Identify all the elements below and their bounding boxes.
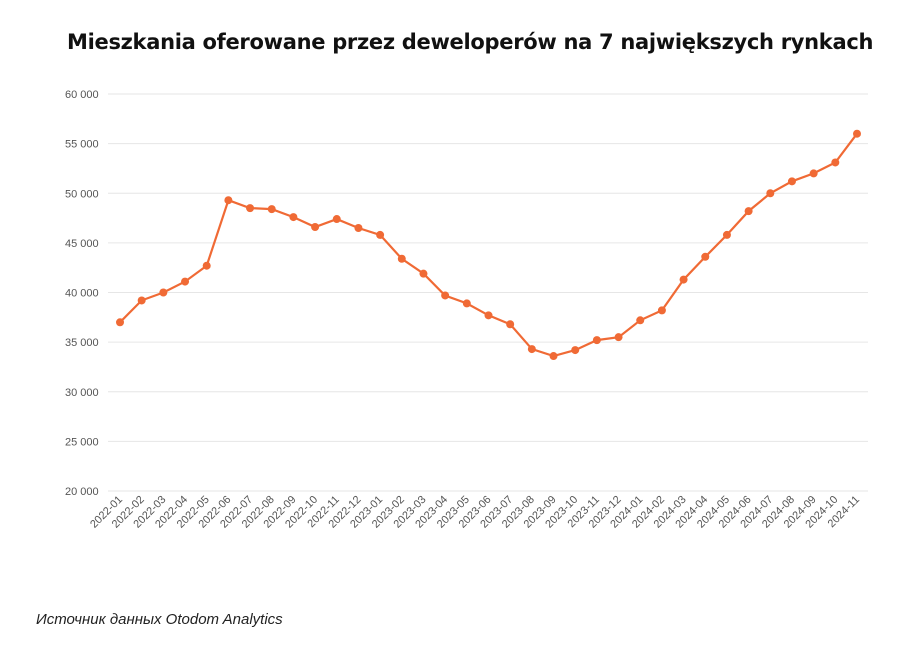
data-point <box>376 230 385 239</box>
data-point <box>527 345 536 354</box>
data-point <box>506 320 515 329</box>
series-layer <box>116 129 861 361</box>
data-point <box>484 311 493 320</box>
data-point <box>354 223 363 232</box>
data-point <box>549 352 558 361</box>
data-point <box>853 129 861 138</box>
data-point <box>332 215 341 224</box>
data-point <box>636 316 645 325</box>
y-tick-label: 55 000 <box>65 139 99 151</box>
data-point <box>614 333 623 342</box>
y-tick-label: 35 000 <box>65 337 99 349</box>
data-point <box>267 205 276 214</box>
data-point <box>592 336 601 345</box>
y-tick-label: 45 000 <box>65 238 99 250</box>
data-point <box>289 213 298 222</box>
data-point <box>787 177 796 186</box>
x-axis-ticks: 2022-012022-022022-032022-042022-052022-… <box>88 494 862 531</box>
chart-title: Mieszkania oferowane przez deweloperów n… <box>67 30 874 54</box>
data-point <box>311 222 320 231</box>
y-axis-ticks: 60 000 55 000 50 000 45 000 40 000 35 000 30 0… <box>65 89 99 498</box>
y-tick-label: 20 000 <box>65 486 99 498</box>
y-tick-label: 40 000 <box>65 288 99 300</box>
data-point <box>571 346 580 355</box>
data-point <box>116 318 124 327</box>
y-tick-label: 60 000 <box>65 89 99 101</box>
line-chart: 60 000 55 000 50 000 45 000 40 000 35 000 30 0… <box>65 89 868 531</box>
data-point <box>137 296 146 305</box>
data-point <box>397 254 406 263</box>
data-point <box>246 204 255 213</box>
data-point <box>809 169 818 178</box>
data-point <box>462 299 471 308</box>
gridlines <box>108 93 868 492</box>
data-point <box>701 252 710 261</box>
data-point <box>744 207 753 216</box>
data-point <box>224 196 233 205</box>
source-note: Источник данных Otodom Analytics <box>36 611 283 628</box>
data-point <box>722 230 731 239</box>
data-point <box>831 158 840 167</box>
data-point <box>202 261 211 270</box>
y-tick-label: 25 000 <box>65 436 99 448</box>
data-point <box>766 189 775 198</box>
data-point <box>657 306 666 315</box>
y-tick-label: 30 000 <box>65 387 99 399</box>
series-line <box>119 133 858 358</box>
data-point <box>441 291 450 300</box>
data-point <box>419 269 428 278</box>
data-point <box>159 288 168 297</box>
data-point <box>181 277 190 286</box>
y-tick-label: 50 000 <box>65 188 99 200</box>
data-point <box>679 275 688 284</box>
